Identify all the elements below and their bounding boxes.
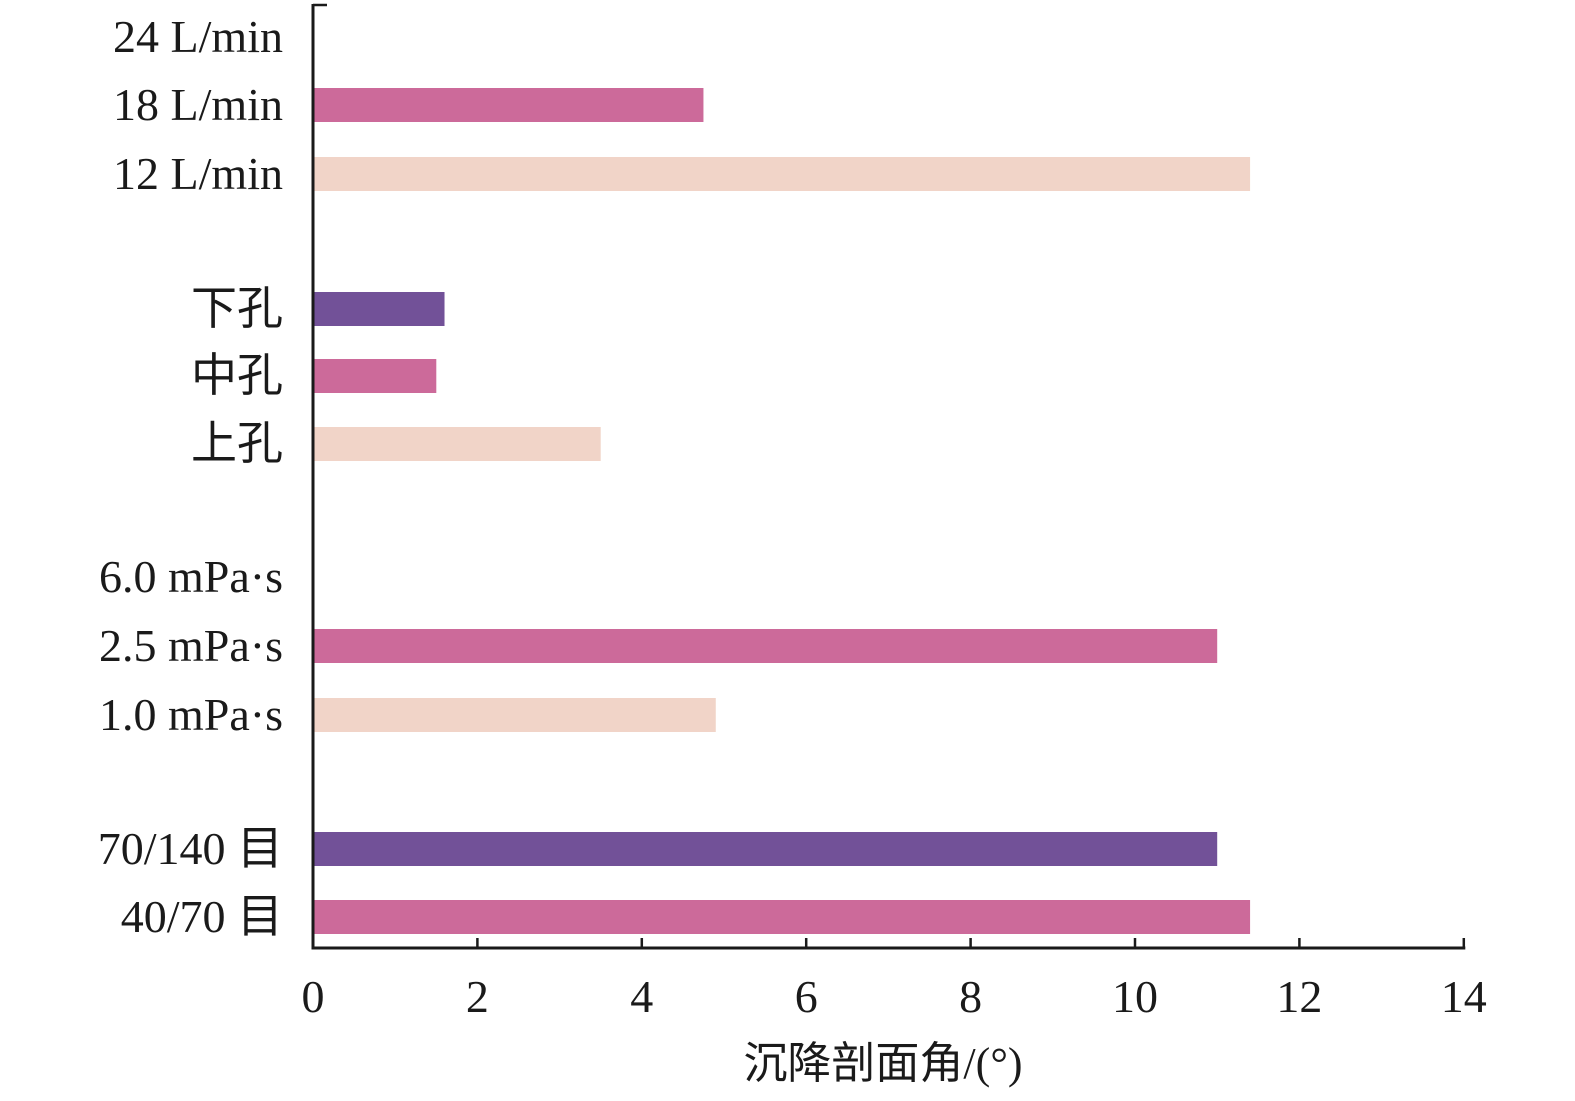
category-label: 70/140 目 bbox=[98, 823, 283, 874]
x-tick-label: 6 bbox=[795, 971, 818, 1022]
bars-layer bbox=[313, 88, 1251, 934]
category-label: 下孔 bbox=[191, 283, 283, 334]
category-label: 40/70 目 bbox=[121, 891, 283, 942]
x-tick-labels: 0 2 4 6 8 10 12 14 bbox=[302, 971, 1487, 1022]
category-label: 1.0 mPa·s bbox=[99, 689, 283, 740]
bar bbox=[313, 88, 704, 122]
category-label: 6.0 mPa·s bbox=[99, 551, 283, 602]
bar bbox=[313, 359, 437, 393]
category-label: 上孔 bbox=[191, 418, 283, 469]
bar bbox=[313, 629, 1218, 663]
category-label: 中孔 bbox=[191, 350, 283, 401]
bar bbox=[313, 157, 1251, 191]
x-tick-label: 2 bbox=[466, 971, 489, 1022]
x-tick-label: 14 bbox=[1441, 971, 1487, 1022]
axes bbox=[311, 3, 1466, 950]
bar bbox=[313, 698, 716, 732]
x-tick-label: 8 bbox=[959, 971, 982, 1022]
bar bbox=[313, 900, 1251, 934]
x-tick-label: 12 bbox=[1276, 971, 1322, 1022]
category-label: 2.5 mPa·s bbox=[99, 620, 283, 671]
category-label: 24 L/min bbox=[113, 11, 283, 62]
bar bbox=[313, 427, 601, 461]
x-axis-label: 沉降剖面角/(°) bbox=[743, 1039, 1022, 1088]
category-label: 12 L/min bbox=[113, 148, 283, 199]
bar bbox=[313, 292, 445, 326]
x-tick-label: 10 bbox=[1112, 971, 1158, 1022]
bar bbox=[313, 832, 1218, 866]
x-tick-label: 4 bbox=[630, 971, 653, 1022]
category-label: 18 L/min bbox=[113, 79, 283, 130]
x-tick-label: 0 bbox=[302, 971, 325, 1022]
